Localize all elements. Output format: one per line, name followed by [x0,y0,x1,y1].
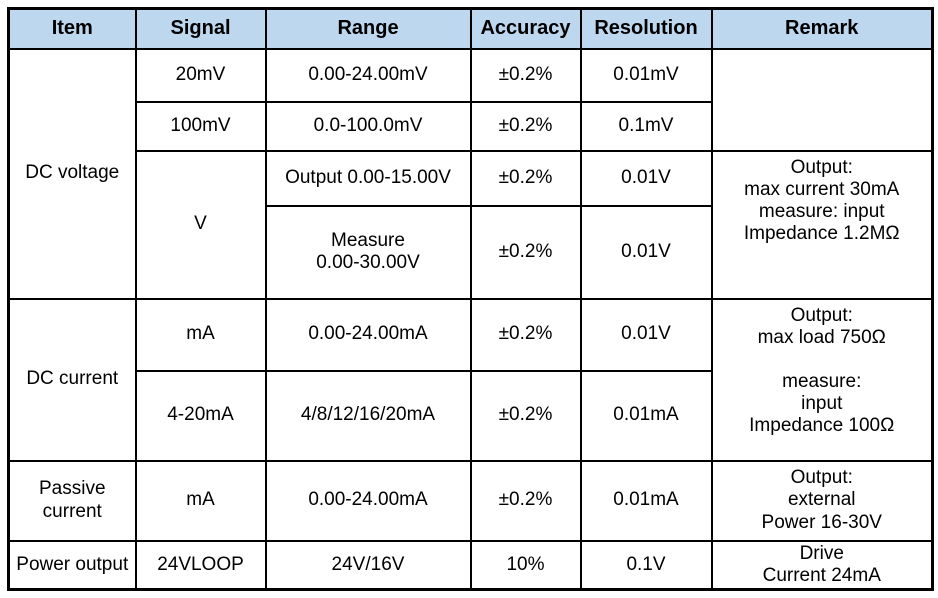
cell-item-dc-current: DC current [7,297,137,462]
table-header: Item Signal Range Accuracy Resolution Re… [7,7,934,50]
cell-range: Output 0.00-15.00V [264,149,472,207]
cell-accuracy: ±0.2% [469,149,582,207]
cell-item-passive-current: Passive current [7,459,137,542]
cell-remark-dc-current: Output: max load 750Ω measure: input Imp… [710,297,934,462]
cell-accuracy: 10% [469,539,582,591]
cell-remark-blank [710,47,934,152]
table-row: Measure 0.00-30.00V ±0.2% 0.01V [9,204,933,300]
cell-resolution: 0.01mA [579,459,713,542]
table-row: 4-20mA 4/8/12/16/20mA ±0.2% 0.01mA [9,369,933,462]
cell-signal: 24VLOOP [134,539,267,591]
table-body: DC voltage 20mV 0.00-24.00mV ±0.2% 0.01m… [7,47,934,591]
cell-resolution: 0.1V [579,539,713,591]
cell-signal-v: V [134,149,267,300]
cell-accuracy: ±0.2% [469,204,582,300]
table-row: DC current mA 0.00-24.00mA ±0.2% 0.01V O… [7,297,934,462]
header-row: Item Signal Range Accuracy Resolution Re… [7,7,934,50]
cell-signal: 20mV [134,47,267,103]
cell-resolution: 0.1mV [579,100,713,152]
cell-remark-passive-current: Output: external Power 16-30V [710,459,934,542]
cell-resolution: 0.01mA [579,369,713,462]
spec-table: Item Signal Range Accuracy Resolution Re… [7,7,934,591]
header-cell-item: Item [7,7,137,50]
table-row: V Output 0.00-15.00V ±0.2% 0.01V Output:… [9,149,934,300]
table-row: Passive current mA 0.00-24.00mA ±0.2% 0.… [7,459,934,542]
cell-signal: mA [134,297,267,372]
cell-remark-dc-voltage: Output: max current 30mA measure: input … [710,149,934,300]
cell-signal: mA [134,459,267,542]
cell-range: 4/8/12/16/20mA [264,369,472,462]
table-row: DC voltage 20mV 0.00-24.00mV ±0.2% 0.01m… [7,47,934,300]
cell-resolution: 0.01V [579,149,713,207]
cell-resolution: 0.01V [579,297,713,372]
cell-range: 0.00-24.00mA [264,297,472,372]
cell-accuracy: ±0.2% [469,47,582,103]
cell-accuracy: ±0.2% [469,100,582,152]
cell-range: 0.00-24.00mV [264,47,472,103]
cell-item-dc-voltage: DC voltage [7,47,137,300]
header-cell-range: Range [264,7,472,50]
cell-signal: 4-20mA [134,369,267,462]
cell-resolution: 0.01mV [579,47,713,103]
header-cell-resolution: Resolution [579,7,713,50]
cell-accuracy: ±0.2% [469,297,582,372]
cell-range: 24V/16V [264,539,472,591]
cell-accuracy: ±0.2% [469,369,582,462]
cell-range: Measure 0.00-30.00V [264,204,472,300]
header-cell-accuracy: Accuracy [469,7,582,50]
cell-resolution: 0.01V [579,204,713,300]
cell-item-power-output: Power output [7,539,137,591]
table-row: 100mV 0.0-100.0mV ±0.2% 0.1mV [9,100,933,152]
cell-remark-power-output: Drive Current 24mA [710,539,934,591]
cell-range: 0.00-24.00mA [264,459,472,542]
cell-range: 0.0-100.0mV [264,100,472,152]
header-cell-remark: Remark [710,7,934,50]
cell-accuracy: ±0.2% [469,459,582,542]
cell-signal: 100mV [134,100,267,152]
header-cell-signal: Signal [134,7,267,50]
table-row: Power output 24VLOOP 24V/16V 10% 0.1V Dr… [7,539,934,591]
